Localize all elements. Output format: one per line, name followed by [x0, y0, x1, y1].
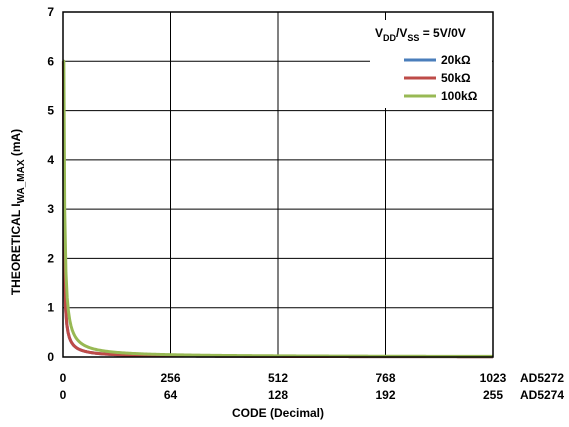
plot-frame	[62, 11, 494, 358]
y-tick-label: 2	[47, 251, 54, 265]
y-tick-label: 7	[47, 5, 54, 19]
x-axis-device-label: AD5272	[520, 371, 564, 385]
legend-label: 50kΩ	[441, 71, 471, 85]
legend-title: VDD/VSS = 5V/0V	[375, 26, 466, 43]
x-tick-label: 128	[268, 388, 288, 402]
y-tick-label: 3	[47, 202, 54, 216]
x-tick-label: 64	[164, 388, 178, 402]
x-tick-label: 0	[60, 388, 67, 402]
x-axis-device-label: AD5274	[520, 388, 564, 402]
y-tick-label: 1	[47, 301, 54, 315]
x-tick-labels: 0 256 512 768 1023 AD5272 0 64 128 192 255 AD5274	[60, 371, 565, 402]
x-tick-label: 255	[483, 388, 503, 402]
x-axis-label: CODE (Decimal)	[232, 406, 324, 420]
y-tick-label: 5	[47, 104, 54, 118]
legend-background	[370, 20, 492, 108]
y-tick-label: 4	[47, 153, 54, 167]
y-tick-labels: 0 1 2 3 4 5 6 7	[47, 5, 54, 364]
x-tick-label: 256	[160, 371, 180, 385]
x-tick-label: 192	[375, 388, 395, 402]
x-tick-label: 1023	[480, 371, 507, 385]
legend: VDD/VSS = 5V/0V 20kΩ 50kΩ 100kΩ	[370, 20, 492, 108]
legend-label: 20kΩ	[441, 53, 471, 67]
y-tick-label: 0	[47, 350, 54, 364]
x-tick-label: 512	[268, 371, 288, 385]
y-axis-label: THEORETICAL IWA_MAX (mA)	[9, 129, 27, 295]
x-tick-label: 0	[60, 371, 67, 385]
legend-label: 100kΩ	[441, 89, 478, 103]
y-tick-label: 6	[47, 54, 54, 68]
x-tick-label: 768	[375, 371, 395, 385]
grid	[63, 12, 493, 357]
